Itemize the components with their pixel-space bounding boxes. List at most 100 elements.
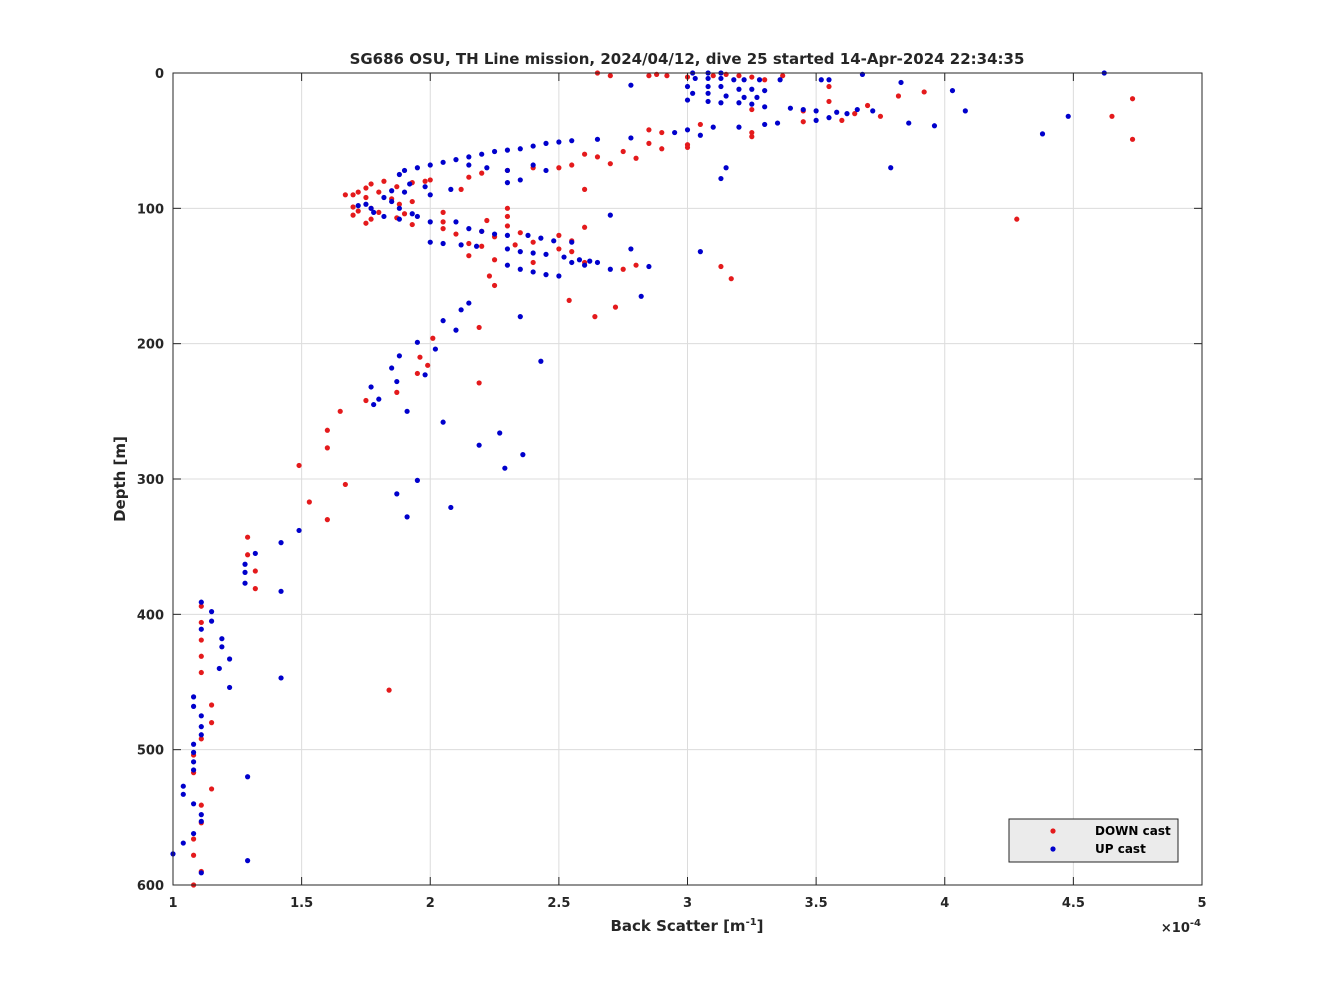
point-down-cast bbox=[612, 304, 619, 310]
point-up-cast bbox=[466, 162, 472, 168]
point-up-cast bbox=[219, 636, 225, 642]
point-up-cast bbox=[394, 491, 400, 497]
point-up-cast bbox=[594, 136, 601, 142]
point-down-cast bbox=[425, 362, 431, 368]
point-down-cast bbox=[198, 669, 204, 676]
point-up-cast bbox=[888, 165, 894, 171]
point-up-cast bbox=[736, 124, 742, 130]
point-up-cast bbox=[245, 774, 251, 780]
point-up-cast bbox=[754, 94, 760, 100]
point-up-cast bbox=[190, 830, 197, 837]
point-up-cast bbox=[242, 580, 248, 586]
point-down-cast bbox=[414, 370, 420, 377]
point-down-cast bbox=[569, 162, 575, 168]
point-up-cast bbox=[355, 203, 361, 209]
point-up-cast bbox=[389, 188, 395, 194]
point-down-cast bbox=[198, 653, 204, 659]
point-up-cast bbox=[219, 644, 225, 650]
point-up-cast bbox=[898, 79, 904, 86]
point-down-cast bbox=[453, 231, 459, 237]
point-up-cast bbox=[818, 77, 824, 83]
point-up-cast bbox=[697, 249, 703, 255]
point-up-cast bbox=[363, 201, 369, 207]
point-down-cast bbox=[386, 687, 392, 693]
point-up-cast bbox=[690, 90, 696, 96]
point-down-cast bbox=[417, 354, 423, 360]
point-up-cast bbox=[582, 262, 588, 268]
point-up-cast bbox=[749, 101, 755, 107]
point-up-cast bbox=[561, 254, 567, 260]
y-tick-label: 400 bbox=[137, 608, 164, 623]
y-tick-label: 100 bbox=[137, 202, 164, 217]
point-up-cast bbox=[440, 240, 446, 247]
point-up-cast bbox=[517, 249, 523, 255]
point-down-cast bbox=[749, 134, 755, 140]
point-down-cast bbox=[198, 736, 204, 742]
point-up-cast bbox=[198, 732, 204, 738]
legend-box bbox=[1008, 818, 1179, 863]
point-down-cast bbox=[530, 259, 536, 266]
point-up-cast bbox=[517, 266, 523, 272]
x-tick-label: 3 bbox=[683, 896, 692, 911]
point-down-cast bbox=[376, 189, 382, 195]
point-down-cast bbox=[607, 161, 613, 167]
point-up-cast bbox=[190, 801, 197, 807]
x-tick-label: 2.5 bbox=[547, 896, 570, 911]
point-down-cast bbox=[749, 129, 755, 136]
point-down-cast bbox=[401, 211, 408, 217]
point-up-cast bbox=[453, 327, 459, 333]
point-down-cast bbox=[664, 73, 670, 79]
point-up-cast bbox=[476, 442, 482, 448]
point-up-cast bbox=[710, 124, 716, 130]
point-up-cast bbox=[497, 430, 503, 436]
point-up-cast bbox=[242, 561, 248, 567]
point-up-cast bbox=[646, 263, 652, 270]
point-down-cast bbox=[877, 113, 884, 119]
point-up-cast bbox=[718, 83, 724, 90]
point-down-cast bbox=[718, 263, 724, 270]
point-up-cast bbox=[762, 104, 768, 110]
point-down-cast bbox=[633, 262, 639, 268]
point-up-cast bbox=[556, 139, 562, 145]
x-exponent-power: -4 bbox=[1190, 918, 1201, 929]
point-up-cast bbox=[458, 242, 464, 248]
point-up-cast bbox=[569, 259, 575, 266]
point-up-cast bbox=[407, 181, 413, 187]
point-up-cast bbox=[422, 372, 428, 378]
point-up-cast bbox=[180, 791, 186, 797]
point-down-cast bbox=[252, 568, 258, 574]
point-up-cast bbox=[458, 307, 464, 313]
point-down-cast bbox=[479, 170, 485, 176]
point-down-cast bbox=[921, 89, 927, 95]
point-down-cast bbox=[324, 427, 330, 433]
point-up-cast bbox=[741, 77, 747, 83]
point-up-cast bbox=[530, 143, 536, 149]
point-down-cast bbox=[296, 462, 302, 469]
point-down-cast bbox=[396, 201, 402, 207]
point-down-cast bbox=[355, 189, 361, 195]
point-up-cast bbox=[520, 452, 526, 458]
point-down-cast bbox=[512, 242, 518, 248]
point-down-cast bbox=[826, 83, 832, 90]
point-down-cast bbox=[762, 77, 768, 83]
point-up-cast bbox=[414, 165, 420, 171]
point-up-cast bbox=[180, 840, 186, 846]
point-up-cast bbox=[525, 232, 531, 238]
point-up-cast bbox=[198, 626, 204, 632]
x-tick-label: 3.5 bbox=[805, 896, 828, 911]
point-up-cast bbox=[962, 108, 968, 114]
point-up-cast bbox=[396, 353, 402, 359]
point-up-cast bbox=[479, 151, 485, 157]
point-down-cast bbox=[198, 603, 204, 609]
point-down-cast bbox=[517, 230, 523, 236]
point-up-cast bbox=[705, 75, 711, 82]
point-down-cast bbox=[324, 517, 330, 523]
point-up-cast bbox=[504, 167, 511, 174]
point-down-cast bbox=[556, 232, 562, 238]
point-up-cast bbox=[198, 599, 204, 605]
point-up-cast bbox=[530, 162, 536, 168]
point-down-cast bbox=[350, 192, 356, 198]
point-down-cast bbox=[409, 221, 415, 228]
point-up-cast bbox=[190, 767, 197, 773]
point-up-cast bbox=[208, 618, 215, 624]
